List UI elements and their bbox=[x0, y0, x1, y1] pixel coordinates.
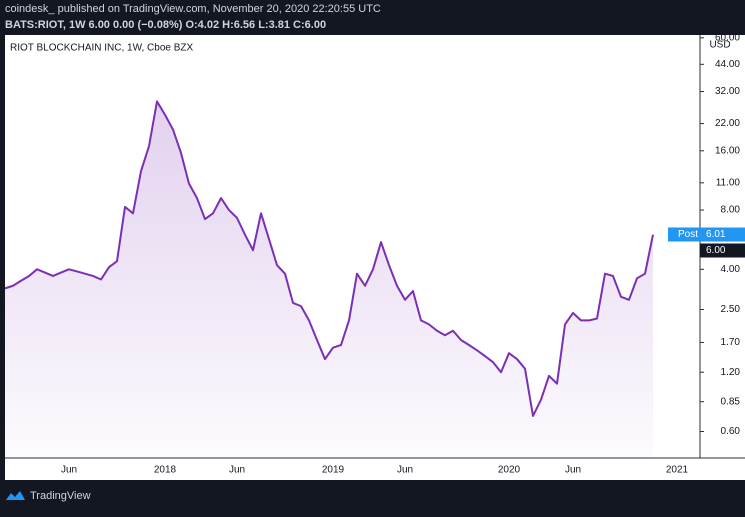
last-label-value: 6.00 bbox=[706, 245, 726, 256]
logo-icon bbox=[6, 491, 25, 500]
y-tick-label: 8.00 bbox=[721, 205, 741, 216]
x-tick-label: Jun bbox=[565, 465, 581, 476]
y-tick-label: 60.00 bbox=[715, 32, 740, 43]
y-tick-label: 2.50 bbox=[721, 304, 741, 315]
currency-label: USD bbox=[709, 40, 730, 51]
y-tick-label: 1.20 bbox=[721, 367, 741, 378]
published-line: coindesk_ published on TradingView.com, … bbox=[5, 3, 381, 15]
x-tick-label: Jun bbox=[229, 465, 245, 476]
area-fill bbox=[5, 101, 653, 458]
y-tick-label: 0.60 bbox=[721, 426, 741, 437]
last-price-label: 6.00 bbox=[700, 243, 745, 258]
y-tick-label: 11.00 bbox=[716, 177, 741, 188]
brand-logo: TradingView bbox=[6, 490, 91, 502]
x-tick-label: Jun bbox=[61, 465, 77, 476]
x-tick-label: 2020 bbox=[498, 465, 521, 476]
post-label-name: Post bbox=[678, 229, 698, 240]
last-label-box bbox=[700, 243, 745, 258]
chart-title: RIOT BLOCKCHAIN INC, 1W, Cboe BZX bbox=[10, 43, 194, 54]
post-price-label: Post 6.01 bbox=[668, 227, 745, 242]
x-tick-label: 2019 bbox=[322, 465, 345, 476]
brand-name: TradingView bbox=[30, 490, 91, 502]
y-tick-label: 4.00 bbox=[721, 264, 741, 275]
y-tick-label: 16.00 bbox=[715, 145, 740, 156]
x-tick-label: Jun bbox=[397, 465, 413, 476]
y-tick-label: 0.85 bbox=[721, 396, 741, 407]
y-tick-label: 22.00 bbox=[715, 118, 740, 129]
y-tick-label: 44.00 bbox=[715, 59, 740, 70]
post-label-value: 6.01 bbox=[706, 229, 726, 240]
price-line bbox=[4, 100, 654, 417]
y-tick-label: 1.70 bbox=[721, 337, 741, 348]
symbol-line: BATS:RIOT, 1W 6.00 0.00 (−0.08%) O:4.02 … bbox=[5, 19, 326, 31]
x-tick-label: 2021 bbox=[666, 465, 689, 476]
post-label-box bbox=[668, 227, 745, 242]
y-tick-label: 32.00 bbox=[715, 86, 740, 97]
x-tick-label: 2018 bbox=[154, 465, 177, 476]
